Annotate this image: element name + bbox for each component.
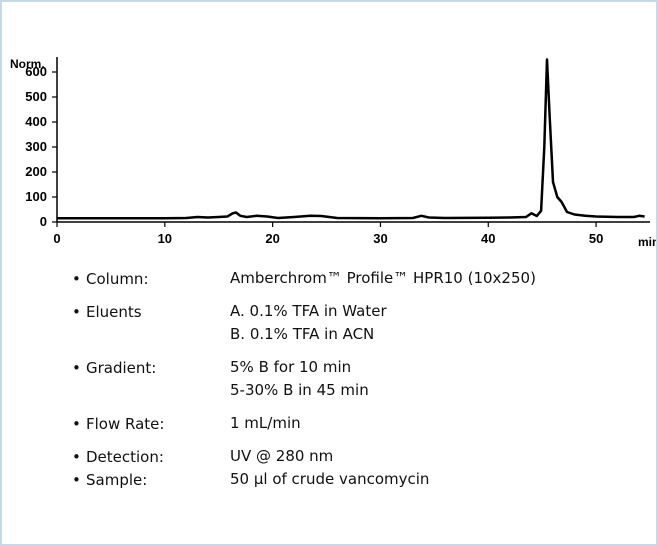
bullet: •: [72, 359, 81, 377]
x-tick-label: 0: [53, 231, 60, 246]
spec-label: Flow Rate:: [86, 415, 165, 433]
spec-line: A. 0.1% TFA in Water: [230, 302, 387, 320]
spec-value: Amberchrom™ Profile™ HPR10 (10x250): [230, 267, 536, 290]
bullet: •: [72, 415, 81, 433]
spec-line: UV @ 280 nm: [230, 447, 334, 465]
spec-line: B. 0.1% TFA in ACN: [230, 325, 375, 343]
spec-label: Detection:: [86, 448, 164, 466]
x-axis-label: min: [638, 235, 656, 249]
spec-line: 50 µl of crude vancomycin: [230, 470, 430, 488]
spec-label: Column:: [86, 270, 149, 288]
spec-line: 5-30% B in 45 min: [230, 381, 369, 399]
y-axis-label: Norm.: [10, 57, 45, 71]
x-tick-label: 50: [589, 231, 603, 246]
y-tick-label: 0: [40, 214, 47, 229]
spec-label: Eluents: [86, 303, 142, 321]
y-tick-label: 600: [25, 64, 47, 79]
x-tick-label: 30: [373, 231, 387, 246]
y-tick-label: 100: [25, 189, 47, 204]
bullet: •: [72, 270, 81, 288]
spec-value: 5% B for 10 min 5-30% B in 45 min: [230, 356, 369, 402]
spec-line: Amberchrom™ Profile™ HPR10 (10x250): [230, 269, 536, 287]
y-tick-label: 300: [25, 139, 47, 154]
y-tick-label: 200: [25, 164, 47, 179]
spec-label: Sample:: [86, 471, 148, 489]
spec-value: A. 0.1% TFA in Water B. 0.1% TFA in ACN: [230, 300, 387, 346]
spec-line: 1 mL/min: [230, 414, 301, 432]
spec-line: 5% B for 10 min: [230, 358, 352, 376]
x-tick-label: 20: [265, 231, 279, 246]
chart: Norm. min 0 100 200 300 400 500 600 0 10 20 30 40 50: [10, 57, 656, 249]
bullet: •: [72, 471, 81, 489]
spec-value: 50 µl of crude vancomycin: [230, 468, 429, 491]
bullet: •: [72, 448, 81, 466]
y-tick-label: 500: [25, 89, 47, 104]
x-tick-label: 10: [158, 231, 172, 246]
spec-value: 1 mL/min: [230, 412, 301, 435]
spec-value: UV @ 280 nm: [230, 445, 333, 468]
bullet: •: [72, 303, 81, 321]
x-tick-label: 40: [481, 231, 495, 246]
y-tick-label: 400: [25, 114, 47, 129]
spec-label: Gradient:: [86, 359, 157, 377]
trace: [57, 58, 645, 220]
